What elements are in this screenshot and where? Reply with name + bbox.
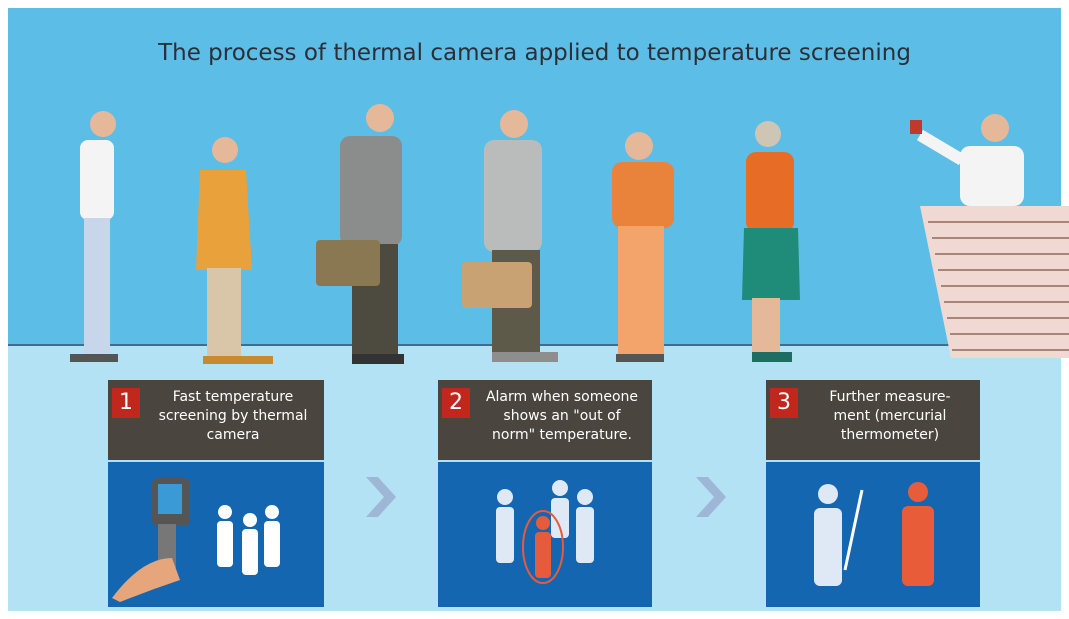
step-line: thermometer) [806, 426, 974, 445]
step-number: 1 [112, 388, 140, 418]
step-header: 2 Alarm when someone shows an "out of no… [438, 380, 652, 460]
step-number: 2 [442, 388, 470, 418]
infographic: The process of thermal camera applied to… [0, 0, 1069, 619]
step-line: Further measure- [806, 388, 974, 407]
step-header: 1 Fast temperature screening by thermal … [108, 380, 324, 460]
step-line: Fast temperature [148, 388, 318, 407]
step-line: norm" temperature. [478, 426, 646, 445]
crowd-icons [217, 505, 280, 575]
step-line: screening by thermal [148, 407, 318, 426]
step-line: ment (mercurial [806, 407, 974, 426]
step-number: 3 [770, 388, 798, 418]
illustration [0, 0, 1069, 619]
step-line: camera [148, 426, 318, 445]
step-line: Alarm when someone [478, 388, 646, 407]
panel-image [766, 462, 980, 607]
step-header: 3 Further measure- ment (mercurial therm… [766, 380, 980, 460]
step-line: shows an "out of [478, 407, 646, 426]
title: The process of thermal camera applied to… [0, 40, 1069, 66]
